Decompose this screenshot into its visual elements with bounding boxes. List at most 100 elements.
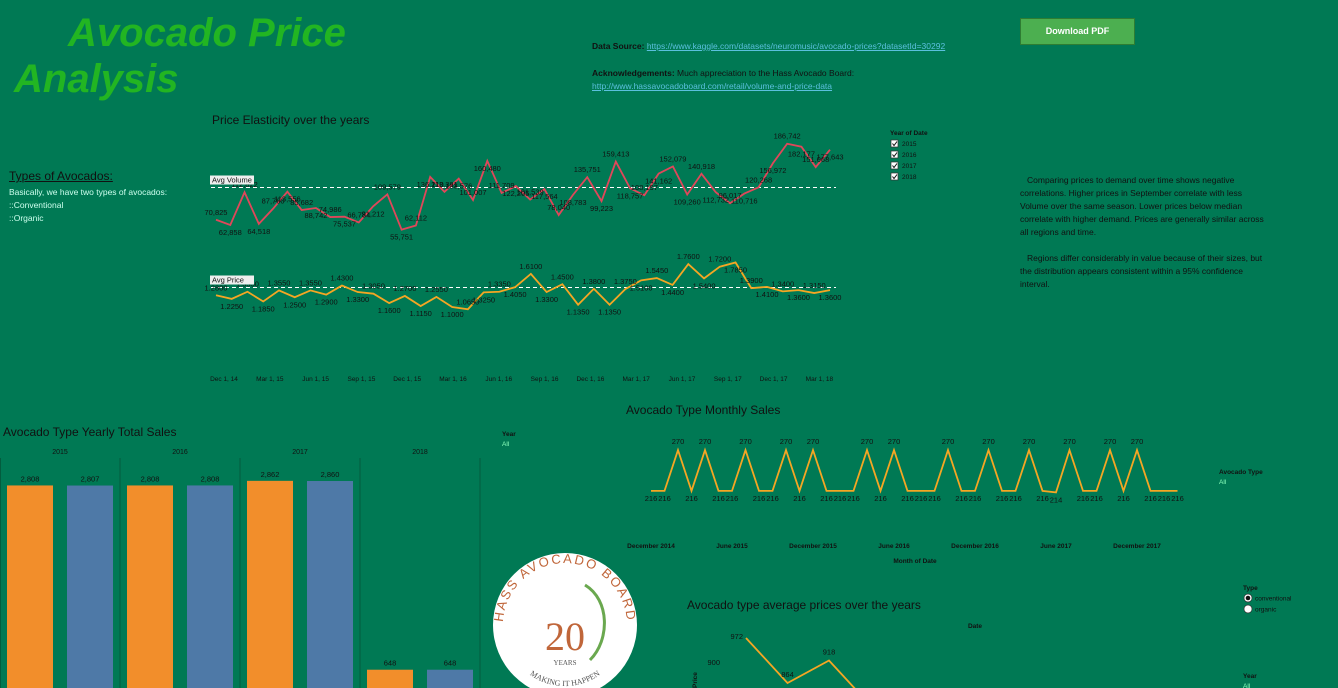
filter-title: Year — [502, 431, 516, 438]
filter-value[interactable]: All — [502, 441, 510, 448]
x-tick-label: Mar 1, 16 — [439, 376, 467, 383]
data-label: 66,784 — [347, 210, 370, 219]
data-label: 972 — [730, 632, 743, 641]
data-label: 136,210 — [417, 180, 444, 189]
data-label: 108,783 — [559, 198, 586, 207]
dashboard-title: Avocado Price Analysis — [14, 11, 346, 101]
data-label: 216 — [793, 494, 806, 503]
data-label: 120,268 — [745, 175, 772, 184]
data-label: 216 — [928, 494, 941, 503]
x-tick-label: Dec 1, 15 — [393, 376, 421, 383]
data-label: 1.3400 — [771, 279, 794, 288]
data-label: 270 — [1131, 437, 1144, 446]
data-label: 270 — [807, 437, 820, 446]
data-label: 1.3050 — [362, 282, 385, 291]
column-header: 2018 — [412, 449, 428, 456]
data-label: 216 — [847, 494, 860, 503]
series-line — [651, 447, 1178, 494]
line: Basically, we have two types of avocados… — [9, 187, 168, 197]
legend-checkbox[interactable] — [890, 161, 899, 170]
x-tick-label: Jun 1, 15 — [302, 376, 329, 383]
data-label: 96,017 — [719, 191, 742, 200]
data-label: 70,825 — [205, 208, 228, 217]
filter-value[interactable]: All — [1219, 479, 1227, 486]
data-label: 1.2250 — [220, 302, 243, 311]
bar — [67, 485, 113, 688]
data-label: 1.3250 — [472, 295, 495, 304]
data-label: 216 — [1117, 494, 1130, 503]
data-label: 160,480 — [474, 164, 501, 173]
label: Data Source: — [592, 41, 645, 51]
data-label: 216 — [915, 494, 928, 503]
data-label: 216 — [1171, 494, 1184, 503]
data-label: 216 — [1036, 494, 1049, 503]
data-source: Data Source: https://www.kaggle.com/data… — [592, 41, 945, 51]
line: ::Conventional — [9, 200, 64, 210]
legend-checkbox[interactable] — [890, 139, 899, 148]
check-mark — [892, 163, 898, 169]
reference-label-bg — [210, 275, 254, 285]
data-label: 135,751 — [574, 165, 601, 174]
data-label: 270 — [1063, 437, 1076, 446]
y-axis-title: Price — [692, 672, 699, 688]
data-label: 1.3800 — [582, 277, 605, 286]
data-label: 1.4100 — [756, 290, 779, 299]
data-label: 1.4400 — [661, 288, 684, 297]
link[interactable]: http://www.hassavocadoboard.com/retail/v… — [592, 81, 833, 91]
paragraph: Comparing prices to demand over time sho… — [1020, 175, 1264, 237]
legend-item: 2018 — [902, 174, 917, 181]
data-label: 214 — [1050, 495, 1063, 504]
data-label: 87,760 — [262, 197, 285, 206]
reference-label: Avg Volume — [212, 176, 252, 185]
data-label: 186,742 — [774, 132, 801, 141]
legend-checkbox[interactable] — [890, 150, 899, 159]
x-tick-label: December 2016 — [951, 543, 999, 550]
bar — [7, 485, 53, 688]
bar — [307, 481, 353, 688]
download-button[interactable]: Download PDF — [1020, 18, 1135, 45]
column-header: Date — [968, 623, 982, 630]
data-label: 216 — [1090, 494, 1103, 503]
data-label: 1.3550 — [299, 278, 322, 287]
x-tick-label: Jun 1, 16 — [485, 376, 512, 383]
x-tick-label: Dec 1, 16 — [576, 376, 604, 383]
x-tick-label: Dec 1, 17 — [760, 376, 788, 383]
data-label: 270 — [888, 437, 901, 446]
data-label: 1.3350 — [488, 280, 511, 289]
logo-badge — [493, 553, 637, 688]
x-tick-label: Sep 1, 17 — [714, 376, 742, 383]
data-label: 2,862 — [261, 470, 280, 479]
data-label: 216 — [685, 494, 698, 503]
description: Comparing prices to demand over time sho… — [1020, 174, 1265, 304]
x-tick-label: June 2015 — [716, 543, 748, 550]
data-label: 216 — [658, 494, 671, 503]
data-label: 1.5100 — [630, 283, 653, 292]
data-label: 1.4050 — [504, 290, 527, 299]
data-label: 1.3600 — [787, 293, 810, 302]
panel-title: Types of Avocados: — [9, 169, 113, 183]
data-label: 113,381 — [431, 180, 458, 189]
chart-title: Avocado Type Yearly Total Sales — [3, 425, 176, 439]
filter-value[interactable]: All — [1243, 683, 1251, 688]
data-label: 1.3900 — [740, 276, 763, 285]
data-label: 1.3750 — [614, 277, 637, 286]
logo-years: YEARS — [554, 659, 577, 667]
data-label: 216 — [766, 494, 779, 503]
data-label: 1.7200 — [708, 255, 731, 264]
bar — [247, 480, 293, 688]
x-tick-label: Sep 1, 16 — [531, 376, 559, 383]
data-label: 270 — [861, 437, 874, 446]
check-mark — [892, 141, 898, 147]
data-label: 1.3300 — [535, 295, 558, 304]
data-label: 1.1150 — [409, 309, 431, 318]
radio-dot — [1245, 595, 1251, 601]
data-label: 270 — [780, 437, 793, 446]
data-label: 1.0650 — [456, 297, 479, 306]
radio-button[interactable] — [1243, 604, 1253, 614]
x-tick-label: December 2015 — [789, 543, 837, 550]
data-label: 216 — [874, 494, 887, 503]
legend-checkbox[interactable] — [890, 172, 899, 181]
link[interactable]: https://www.kaggle.com/datasets/neuromus… — [646, 41, 946, 51]
data-label: 2,807 — [81, 475, 100, 484]
x-axis-title: Month of Date — [893, 558, 937, 565]
